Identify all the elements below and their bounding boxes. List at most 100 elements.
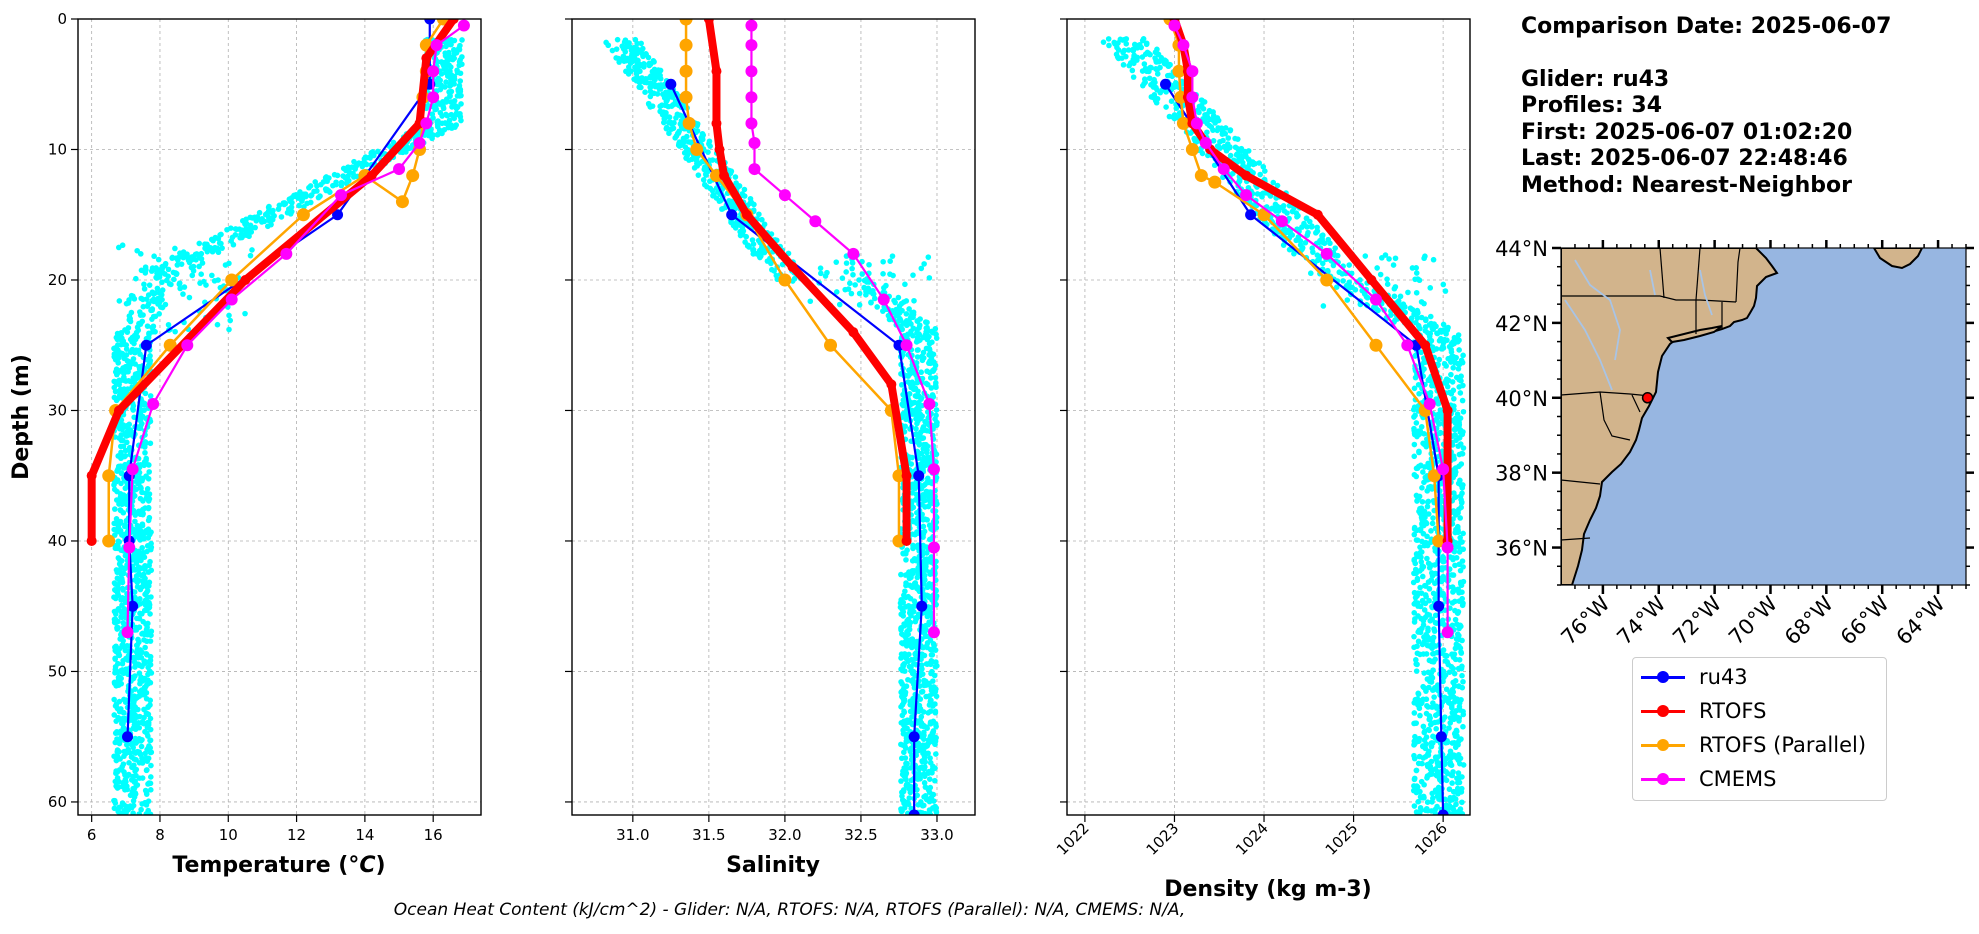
glider-scatter-point (320, 179, 327, 185)
glider-scatter-point (1436, 356, 1443, 363)
glider-scatter-point (1106, 42, 1112, 49)
temperature-axes-frame (77, 18, 482, 816)
glider-scatter-point (1120, 62, 1127, 68)
glider-scatter-point (1449, 379, 1456, 385)
glider-scatter-point (903, 776, 909, 783)
glider-scatter-point (933, 751, 939, 757)
glider-scatter-point (915, 347, 921, 353)
glider-scatter-point (122, 715, 128, 722)
glider-scatter-point (914, 318, 921, 324)
glider-scatter-point (920, 435, 927, 441)
glider-scatter-point (1136, 41, 1143, 48)
glider-scatter-point (139, 760, 146, 766)
y-tick-label: 10 (48, 140, 67, 158)
glider-scatter-point (124, 786, 131, 793)
density-glider-scatter (1100, 36, 1467, 815)
glider-scatter-point (927, 708, 934, 714)
glider-scatter-point (111, 797, 118, 804)
glider-scatter-point (138, 806, 144, 813)
glider-scatter-point (148, 628, 155, 635)
glider-scatter-point (1421, 638, 1428, 645)
series-point-cmems (181, 339, 194, 352)
glider-scatter-point (918, 450, 925, 457)
glider-scatter-point (226, 326, 232, 333)
glider-scatter-point (1451, 548, 1458, 555)
glider-scatter-point (146, 601, 153, 608)
glider-scatter-point (906, 623, 913, 629)
glider-scatter-point (1286, 246, 1293, 253)
glider-scatter-point (133, 642, 140, 649)
glider-scatter-point (1444, 739, 1451, 746)
glider-scatter-point (443, 79, 449, 85)
glider-scatter-point (668, 126, 674, 132)
glider-scatter-point (866, 261, 872, 268)
glider-scatter-point (1415, 697, 1422, 703)
glider-scatter-point (1417, 325, 1423, 332)
glider-scatter-point (933, 723, 939, 730)
glider-scatter-point (1412, 353, 1418, 359)
glider-scatter-point (926, 776, 933, 782)
glider-scatter-point (237, 234, 243, 241)
glider-scatter-point (111, 805, 118, 812)
glider-scatter-point (133, 573, 140, 579)
glider-scatter-point (1256, 160, 1262, 166)
glider-scatter-point (1432, 612, 1439, 619)
glider-scatter-point (748, 199, 755, 206)
series-point-rtofs (113, 405, 124, 416)
glider-scatter-point (932, 416, 938, 422)
glider-scatter-point (676, 140, 682, 147)
glider-scatter-point (913, 359, 920, 366)
glider-scatter-point (933, 407, 940, 413)
glider-scatter-point (226, 312, 232, 319)
glider-scatter-point (1444, 327, 1451, 333)
series-point-cmems (123, 541, 136, 554)
glider-scatter-point (242, 310, 248, 317)
glider-scatter-point (1430, 256, 1437, 263)
glider-scatter-point (1446, 786, 1453, 793)
glider-scatter-point (817, 265, 824, 271)
glider-scatter-point (928, 559, 934, 565)
glider-scatter-point (929, 339, 935, 345)
glider-scatter-point (1447, 748, 1454, 755)
glider-scatter-point (1210, 117, 1216, 124)
glider-scatter-point (436, 78, 442, 84)
glider-scatter-point (403, 149, 409, 155)
glider-scatter-point (1438, 497, 1445, 504)
glider-scatter-point (1411, 644, 1417, 651)
glider-scatter-point (726, 167, 733, 174)
glider-scatter-point (432, 105, 439, 112)
glider-scatter-point (178, 261, 185, 267)
glider-scatter-point (1432, 719, 1438, 726)
glider-scatter-point (893, 313, 899, 319)
glider-scatter-point (1450, 654, 1457, 660)
glider-scatter-point (641, 61, 647, 67)
glider-scatter-point (219, 245, 225, 251)
glider-scatter-point (921, 682, 927, 689)
glider-scatter-point (145, 292, 152, 298)
glider-scatter-point (148, 307, 154, 314)
salinity-series (665, 19, 940, 815)
glider-scatter-point (926, 582, 933, 589)
glider-scatter-point (448, 72, 455, 78)
glider-scatter-point (928, 604, 934, 611)
glider-scatter-point (146, 282, 153, 288)
series-line-cmems (750, 25, 936, 633)
series-point-cmems (280, 247, 293, 260)
glider-scatter-point (448, 88, 455, 95)
glider-scatter-point (732, 174, 739, 180)
glider-scatter-point (1411, 441, 1418, 448)
glider-scatter-point (186, 294, 193, 301)
series-point-cmems (121, 626, 134, 639)
series-point-rtofs (714, 144, 725, 155)
glider-scatter-point (1166, 113, 1173, 120)
glider-scatter-point (906, 391, 913, 397)
glider-scatter-point (111, 594, 117, 600)
glider-scatter-point (451, 76, 458, 83)
glider-scatter-point (120, 657, 126, 664)
glider-scatter-point (880, 271, 886, 277)
glider-scatter-point (323, 174, 330, 180)
glider-scatter-point (1259, 194, 1265, 200)
glider-scatter-point (1163, 104, 1169, 110)
glider-scatter-point (457, 78, 464, 84)
glider-scatter-point (899, 793, 905, 799)
